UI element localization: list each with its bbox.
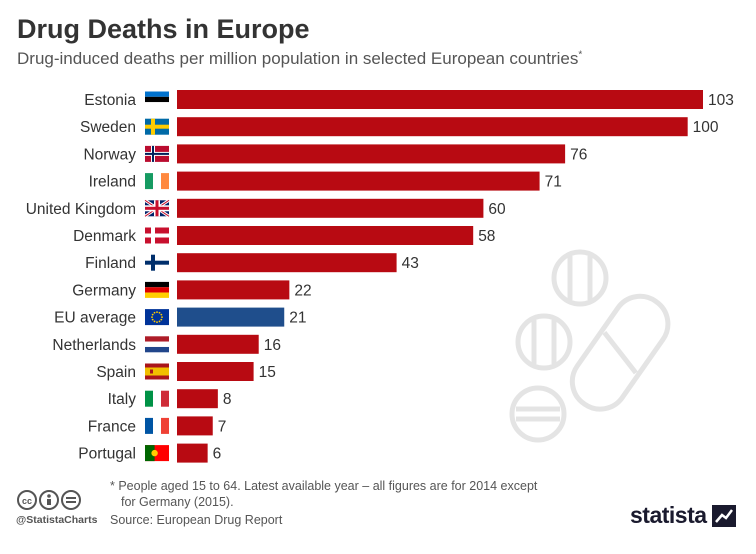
category-label: Norway [83, 146, 136, 163]
category-label: EU average [54, 310, 136, 327]
category-label: United Kingdom [26, 201, 136, 218]
category-label: Spain [96, 364, 136, 381]
category-label: Sweden [80, 119, 136, 136]
spain-flag [145, 363, 169, 380]
bar [177, 90, 703, 109]
category-label: Denmark [73, 228, 136, 245]
footnote-line-1: * People aged 15 to 64. Latest available… [110, 479, 538, 493]
denmark-flag [145, 227, 169, 244]
norway-flag [145, 145, 169, 162]
bar [177, 416, 213, 436]
ireland-flag [145, 173, 169, 190]
category-label: Netherlands [52, 337, 136, 354]
value-label: 7 [218, 418, 227, 435]
value-label: 16 [264, 337, 281, 354]
uk-flag [144, 199, 170, 218]
category-label: Estonia [84, 92, 136, 109]
pill-watermark [509, 249, 671, 443]
chart-title: Drug Deaths in Europe [17, 14, 310, 44]
bar [177, 307, 285, 327]
category-label: Germany [72, 282, 136, 299]
value-label: 43 [402, 255, 419, 272]
footnote-line-2: for Germany (2015). [121, 495, 234, 509]
value-label: 103 [708, 92, 734, 109]
bar [177, 117, 688, 137]
value-label: 22 [294, 282, 311, 299]
bar [177, 198, 484, 218]
value-label: 60 [488, 201, 506, 218]
bar [177, 171, 540, 191]
category-label: Ireland [89, 174, 136, 191]
statista-logo-icon [712, 505, 736, 527]
svg-text:cc: cc [22, 496, 32, 506]
bar [177, 389, 218, 409]
footnote: * People aged 15 to 64. Latest available… [110, 478, 580, 510]
italy-flag [145, 390, 169, 407]
bar [177, 253, 397, 273]
netherlands-flag [145, 336, 169, 353]
france-flag [145, 417, 169, 434]
statista-logo[interactable]: statista [630, 502, 707, 528]
value-label: 100 [693, 119, 719, 136]
subtitle-footnote-mark: * [578, 49, 583, 61]
bar [177, 226, 474, 245]
no-derivatives-icon [61, 490, 81, 510]
sweden-flag [145, 118, 169, 135]
value-label: 6 [213, 446, 222, 463]
attribution-icon [39, 490, 59, 510]
bar [177, 443, 208, 463]
value-label: 58 [478, 228, 495, 245]
chart-subtitle: Drug-induced deaths per million populati… [17, 49, 582, 69]
estonia-flag [145, 91, 169, 108]
value-label: 21 [289, 310, 306, 327]
value-label: 76 [570, 146, 587, 163]
bar [177, 362, 254, 381]
bar [177, 144, 566, 164]
value-label: 8 [223, 391, 232, 408]
germany-flag [145, 281, 169, 298]
portugal-flag [145, 445, 169, 462]
bar [177, 280, 290, 300]
bar [177, 334, 259, 354]
finland-flag [145, 254, 169, 271]
value-label: 15 [259, 364, 276, 381]
creative-commons-icons: cc [17, 490, 81, 510]
category-label: Finland [85, 255, 136, 272]
eu-flag [145, 309, 169, 326]
category-label: France [88, 418, 136, 435]
category-label: Portugal [78, 446, 136, 463]
cc-icon: cc [17, 490, 37, 510]
source-note: Source: European Drug Report [110, 513, 283, 527]
value-label: 71 [545, 174, 562, 191]
category-label: Italy [108, 391, 137, 408]
statista-handle[interactable]: @StatistaCharts [16, 514, 98, 526]
subtitle-text: Drug-induced deaths per million populati… [17, 49, 579, 68]
